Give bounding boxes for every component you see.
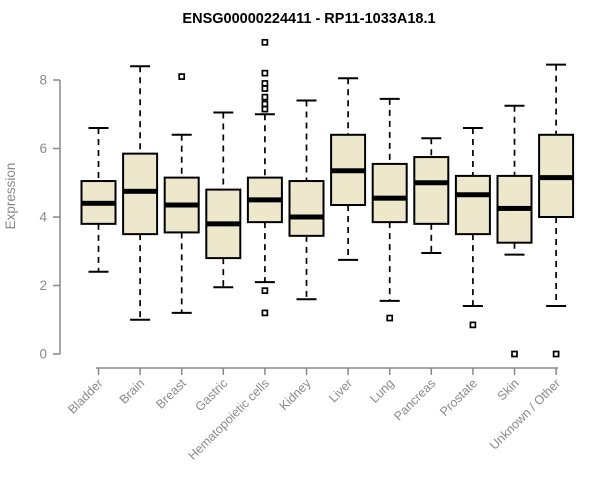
plot-layer: 0 2 4 6 8 Bladder Brain Breast GastricHematopoie…: [39, 38, 575, 463]
median-line-skin: [497, 205, 532, 211]
median-line-lung: [372, 195, 407, 201]
chart-title: ENSG00000224411 - RP11-1033A18.1: [182, 11, 435, 27]
median-line-breast: [164, 202, 199, 208]
outlier-point-lung-0: [386, 314, 394, 322]
x-tick-label-lung: Lung: [367, 376, 397, 406]
box-rect-pancreas: [413, 156, 450, 225]
y-tick-label-8: 8: [39, 73, 47, 88]
y-axis-title: Expression: [3, 163, 18, 230]
outlier-point-hematopoietic-cells-4: [261, 93, 269, 101]
box-rect-brain: [122, 152, 159, 236]
x-tick-label-bladder: Bladder: [65, 376, 105, 416]
outlier-point-hematopoietic-cells-8: [261, 309, 269, 317]
y-tick-label-0: 0: [39, 347, 47, 362]
x-tick-label-skin: Skin: [495, 376, 522, 403]
x-tick-label-liver: Liver: [326, 376, 355, 405]
outlier-point-hematopoietic-cells-5: [261, 100, 269, 108]
median-line-brain: [123, 188, 158, 194]
median-line-unknown-other: [539, 175, 574, 181]
median-line-hematopoietic-cells: [247, 197, 282, 203]
median-line-kidney: [289, 214, 324, 220]
outlier-point-hematopoietic-cells-0: [261, 38, 269, 46]
x-tick-label-gastric: Gastric: [193, 376, 231, 414]
y-tick-label-6: 6: [39, 141, 47, 156]
x-tick-label-unknown-other: Unknown / Other: [487, 376, 563, 452]
median-line-prostate: [455, 192, 490, 198]
median-line-gastric: [206, 221, 241, 227]
x-tick-label-brain: Brain: [117, 376, 148, 407]
median-line-liver: [331, 168, 366, 174]
x-tick-label-prostate: Prostate: [437, 376, 480, 419]
x-tick-label-breast: Breast: [153, 376, 189, 412]
box-rect-prostate: [454, 174, 491, 236]
y-tick-label-4: 4: [39, 210, 47, 225]
box-rect-lung: [371, 162, 408, 224]
x-tick-label-hematopoietic-cells: Hematopoietic cells: [185, 376, 272, 463]
median-line-bladder: [81, 200, 116, 206]
outlier-point-hematopoietic-cells-1: [261, 69, 269, 77]
outlier-point-skin-0: [511, 350, 518, 358]
box-rect-kidney: [288, 180, 325, 237]
x-tick-label-kidney: Kidney: [277, 376, 314, 413]
x-tick-label-pancreas: Pancreas: [391, 376, 438, 423]
outlier-point-hematopoietic-cells-3: [261, 85, 269, 92]
outlier-point-hematopoietic-cells-6: [261, 105, 269, 113]
outlier-point-breast-0: [178, 73, 186, 80]
outlier-point-unknown-other-0: [552, 350, 560, 358]
outlier-point-hematopoietic-cells-2: [261, 80, 269, 87]
median-line-pancreas: [414, 180, 449, 186]
outlier-point-hematopoietic-cells-7: [261, 287, 269, 294]
y-tick-label-2: 2: [39, 278, 47, 293]
outlier-point-prostate-0: [469, 321, 477, 329]
